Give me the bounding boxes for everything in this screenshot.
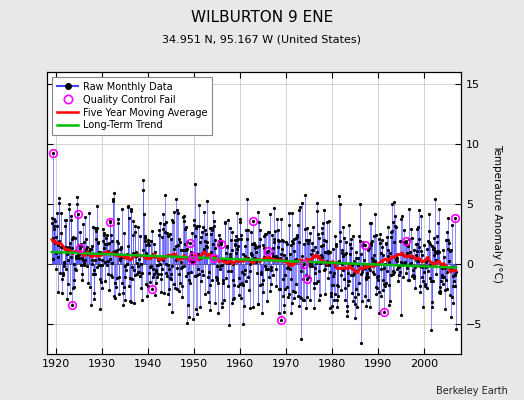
Text: 34.951 N, 95.167 W (United States): 34.951 N, 95.167 W (United States) [162,34,362,44]
Text: WILBURTON 9 ENE: WILBURTON 9 ENE [191,10,333,25]
Text: Berkeley Earth: Berkeley Earth [436,386,508,396]
Y-axis label: Temperature Anomaly (°C): Temperature Anomaly (°C) [492,144,502,282]
Legend: Raw Monthly Data, Quality Control Fail, Five Year Moving Average, Long-Term Tren: Raw Monthly Data, Quality Control Fail, … [52,77,213,135]
